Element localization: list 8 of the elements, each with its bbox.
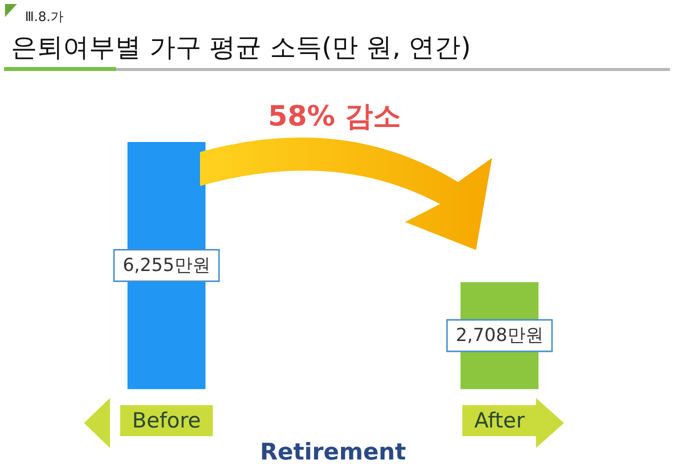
data-label: 2,708만원	[456, 325, 544, 346]
x-axis-title: Retirement	[260, 440, 406, 466]
data-label: 6,255만원	[122, 255, 210, 276]
chart-title: 은퇴여부별 가구 평균 소득(만 원, 연간)	[11, 33, 471, 63]
x-tick-label: After	[474, 408, 526, 433]
chart-subtitle: Ⅲ.8.가	[25, 10, 64, 25]
text: 58% 감소	[268, 100, 401, 132]
x-tick-label: Before	[132, 408, 201, 433]
